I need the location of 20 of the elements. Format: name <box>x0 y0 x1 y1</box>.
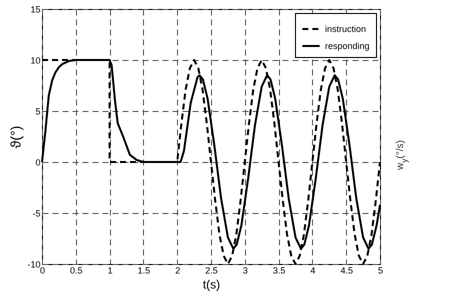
x-tick-label: 3 <box>242 266 248 276</box>
x-tick-label: 0.5 <box>70 266 83 276</box>
legend-label: responding <box>325 41 370 51</box>
x-tick-label: 2.5 <box>205 266 218 276</box>
x-axis-title: t(s) <box>202 278 220 292</box>
y-axis-title: ϑ(°) <box>7 126 24 148</box>
y-tick-label: 15 <box>30 4 40 14</box>
x-tick-label: 2 <box>175 266 180 276</box>
y-tick-label: -5 <box>32 208 40 218</box>
y-tick-label: 5 <box>35 106 40 116</box>
x-tick-label: 4 <box>310 266 316 276</box>
legend-label: instruction <box>325 24 366 34</box>
x-tick-label: 4.5 <box>340 266 353 276</box>
x-tick-label: 1 <box>108 266 113 276</box>
y-tick-label: 0 <box>35 158 40 168</box>
x-tick-label: 1.5 <box>138 266 150 276</box>
x-tick-label: 3.5 <box>272 266 286 276</box>
x-tick-label: 5 <box>378 266 384 276</box>
y-tick-label: 10 <box>30 56 40 66</box>
y-tick-label: -10 <box>27 260 40 270</box>
